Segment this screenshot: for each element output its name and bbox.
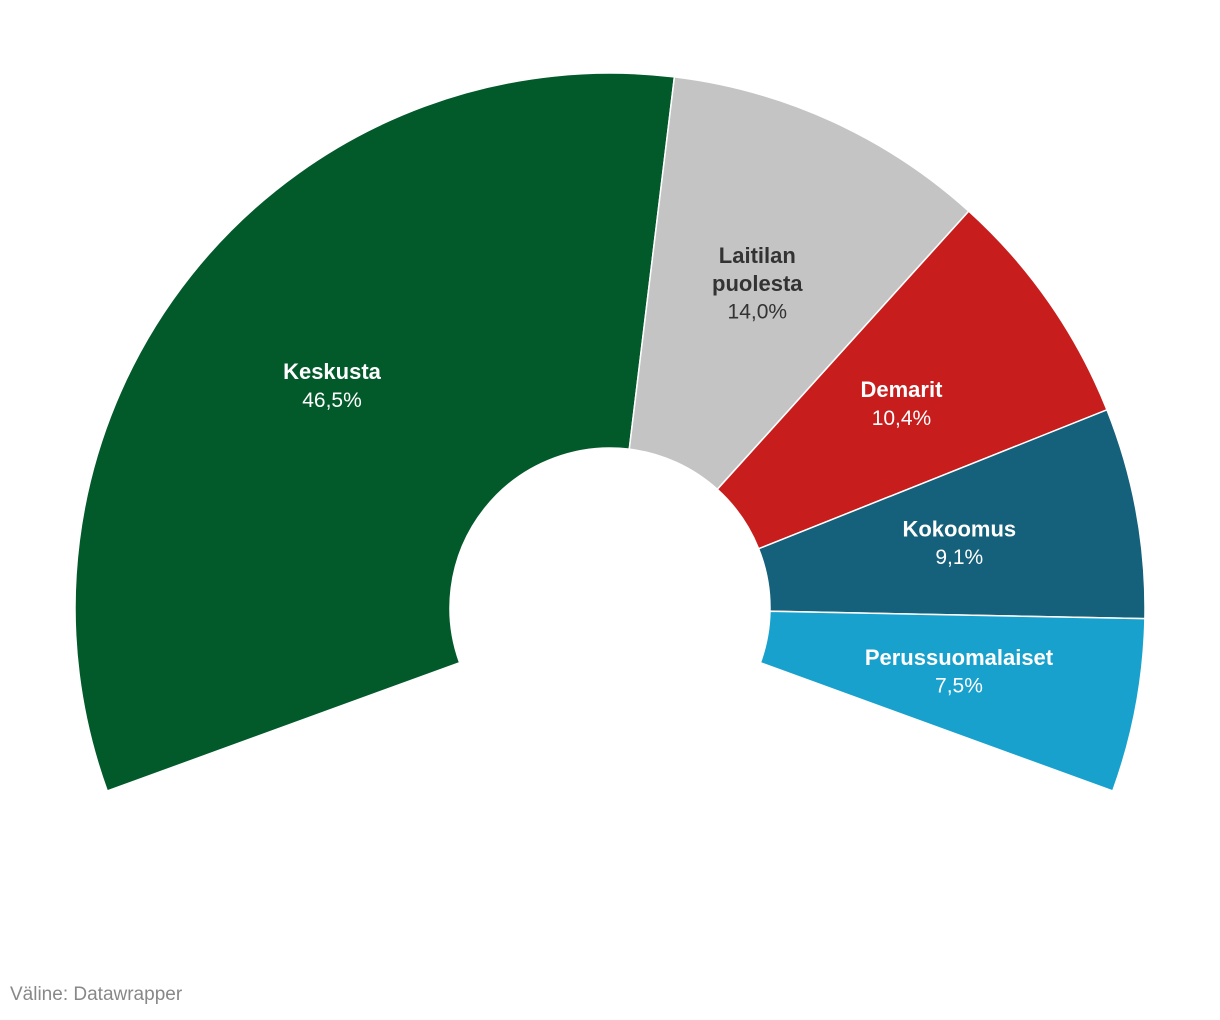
slice-value-label: 14,0% xyxy=(728,301,788,324)
slice-label-group-keskusta: Keskusta 46,5% xyxy=(283,359,382,412)
slice-perussuomalaiset xyxy=(759,610,1146,792)
slice-laitilan-puolesta xyxy=(628,76,970,491)
slice-demarit xyxy=(716,210,1108,550)
slice-label-group-perussuomalaiset: Perussuomalaiset 7,5% xyxy=(865,645,1054,698)
slice-label: Laitilan xyxy=(719,243,796,268)
slice-label: Perussuomalaiset xyxy=(865,645,1054,670)
slice-label-group-demarit: Demarit 10,4% xyxy=(861,377,944,430)
slice-value-label: 9,1% xyxy=(935,546,983,569)
source-credit: Väline: Datawrapper xyxy=(10,984,183,1005)
slice-value-label: 46,5% xyxy=(302,389,362,412)
slice-kokoomus xyxy=(757,408,1146,620)
slice-label: Kokoomus xyxy=(902,516,1016,541)
semicircle-donut-chart: Keskusta 46,5% Laitilan puolesta 14,0% Demari… xyxy=(74,72,1146,792)
slice-label: Keskusta xyxy=(283,359,382,384)
slice-value-label: 10,4% xyxy=(872,407,932,430)
slice-label-group-laitilan-puolesta: Laitilan puolesta 14,0% xyxy=(712,243,803,324)
slice-value-label: 7,5% xyxy=(935,675,983,698)
slice-keskusta xyxy=(74,72,676,792)
slice-label: Demarit xyxy=(861,377,944,402)
slice-label-group-kokoomus: Kokoomus 9,1% xyxy=(902,516,1016,569)
slice-label: puolesta xyxy=(712,271,803,296)
